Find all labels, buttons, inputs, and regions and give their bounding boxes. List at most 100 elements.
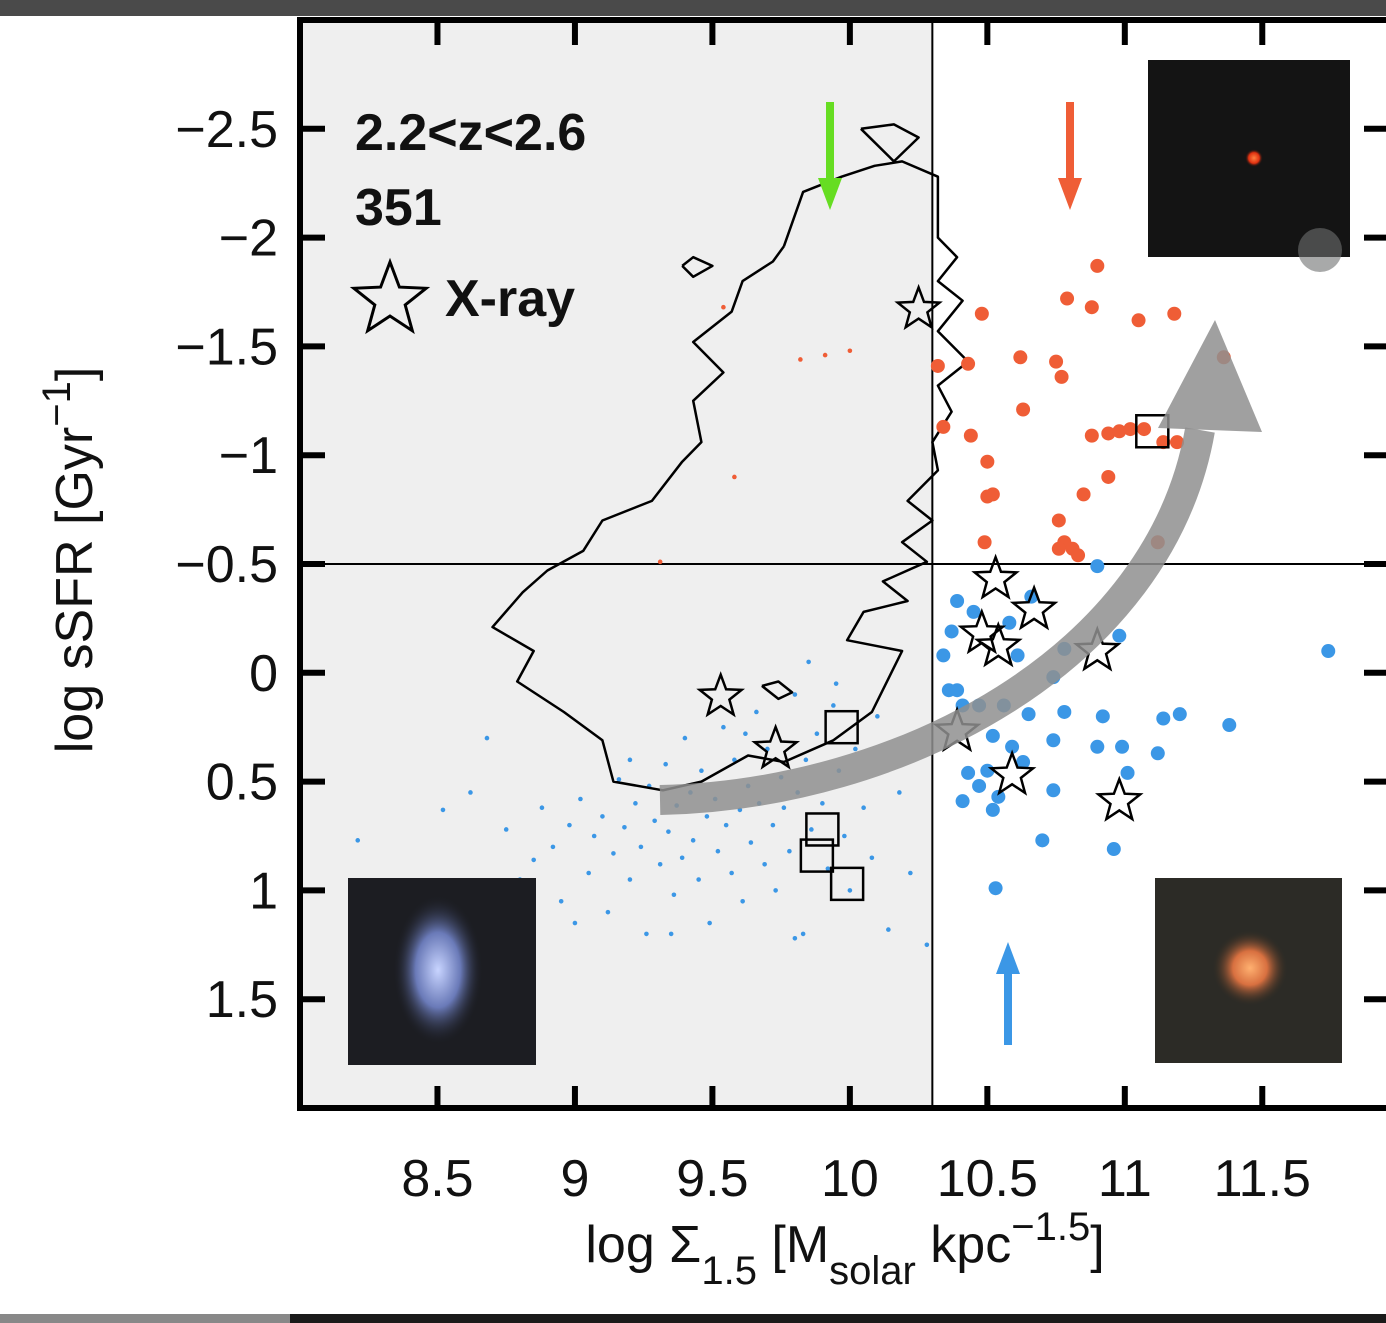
point bbox=[1051, 513, 1066, 528]
point bbox=[987, 749, 1037, 796]
point bbox=[558, 898, 564, 904]
point bbox=[787, 848, 792, 854]
point bbox=[539, 805, 545, 811]
point bbox=[847, 348, 853, 354]
axis-label-part: ] bbox=[46, 367, 104, 381]
point bbox=[707, 920, 712, 926]
trend-arrow bbox=[659, 427, 1215, 815]
point bbox=[930, 358, 945, 373]
point bbox=[1009, 584, 1059, 631]
y-tick-label: −2 bbox=[219, 210, 278, 268]
point bbox=[1076, 487, 1091, 502]
point bbox=[961, 765, 976, 780]
point bbox=[1005, 739, 1020, 754]
point bbox=[966, 604, 981, 619]
point bbox=[950, 593, 965, 608]
thumbnail-source bbox=[1298, 228, 1342, 272]
axis-label-part: log sSFR [Gyr bbox=[46, 427, 104, 754]
point bbox=[586, 870, 591, 876]
point bbox=[980, 454, 995, 469]
point bbox=[668, 931, 674, 937]
point bbox=[944, 624, 959, 639]
point bbox=[567, 822, 572, 828]
point bbox=[973, 621, 1023, 668]
point bbox=[936, 419, 951, 434]
point bbox=[1057, 704, 1072, 719]
point bbox=[1156, 435, 1171, 450]
y-tick-label: 0.5 bbox=[206, 754, 278, 812]
annotation-graphics bbox=[348, 60, 1350, 1065]
point bbox=[591, 833, 597, 839]
point bbox=[657, 861, 663, 867]
point bbox=[869, 855, 875, 861]
x-tick-label: 10.5 bbox=[937, 1150, 1038, 1208]
point bbox=[1002, 615, 1017, 630]
thumbnail-source bbox=[393, 895, 483, 1045]
point bbox=[1156, 711, 1171, 726]
point bbox=[657, 559, 663, 565]
point bbox=[894, 283, 943, 331]
annotation: 351 bbox=[355, 179, 442, 237]
point bbox=[1084, 428, 1099, 443]
trend-arrow-head bbox=[1158, 320, 1262, 432]
point bbox=[1222, 718, 1237, 733]
point bbox=[682, 735, 688, 741]
annotation: 2.2<z<2.6 bbox=[355, 104, 586, 162]
point bbox=[748, 840, 754, 845]
axis-label-part: solar bbox=[829, 1249, 916, 1293]
point bbox=[578, 796, 583, 802]
point bbox=[1071, 548, 1086, 563]
point bbox=[1112, 628, 1127, 643]
y-tick-label: 1 bbox=[249, 862, 278, 920]
point bbox=[886, 927, 891, 932]
point bbox=[971, 553, 1020, 600]
point bbox=[985, 802, 1000, 817]
point bbox=[721, 304, 726, 310]
point bbox=[806, 659, 811, 665]
point bbox=[1090, 739, 1105, 754]
point bbox=[825, 866, 831, 871]
point bbox=[1013, 350, 1028, 365]
point bbox=[1137, 422, 1152, 437]
axis-label-part: −1.5 bbox=[1011, 1205, 1090, 1249]
point bbox=[985, 728, 1000, 743]
point bbox=[616, 777, 622, 782]
y-axis-label: log sSFR [Gyr−1] bbox=[35, 367, 104, 754]
point bbox=[842, 833, 847, 839]
point bbox=[908, 870, 913, 876]
point bbox=[1016, 402, 1031, 417]
point bbox=[792, 935, 798, 941]
point bbox=[699, 768, 704, 774]
point bbox=[652, 818, 657, 824]
arrow-head bbox=[1058, 178, 1082, 210]
point bbox=[468, 790, 473, 795]
point bbox=[1170, 435, 1185, 450]
point bbox=[1321, 644, 1336, 659]
point bbox=[963, 428, 978, 443]
axis-label-part: −1 bbox=[35, 381, 79, 427]
point bbox=[1016, 755, 1031, 770]
point bbox=[690, 838, 696, 843]
contour bbox=[491, 123, 970, 792]
point bbox=[814, 731, 820, 737]
x-tick-label: 9 bbox=[560, 1150, 589, 1208]
point bbox=[754, 709, 759, 715]
point bbox=[1120, 765, 1135, 780]
point bbox=[1101, 426, 1116, 441]
point bbox=[605, 909, 611, 915]
point bbox=[1010, 648, 1025, 663]
y-tick-label: −1 bbox=[219, 427, 278, 485]
axis-label-part: 1.5 bbox=[701, 1249, 757, 1293]
point bbox=[977, 535, 992, 550]
x-tick-label: 9.5 bbox=[676, 1150, 748, 1208]
point bbox=[805, 812, 840, 847]
point bbox=[440, 807, 446, 813]
x-tick-label: 10 bbox=[821, 1150, 879, 1208]
point bbox=[833, 681, 839, 686]
point bbox=[644, 931, 649, 937]
point bbox=[853, 746, 858, 752]
point bbox=[704, 814, 710, 819]
point bbox=[936, 648, 951, 663]
point bbox=[781, 805, 787, 811]
point bbox=[1046, 733, 1061, 748]
